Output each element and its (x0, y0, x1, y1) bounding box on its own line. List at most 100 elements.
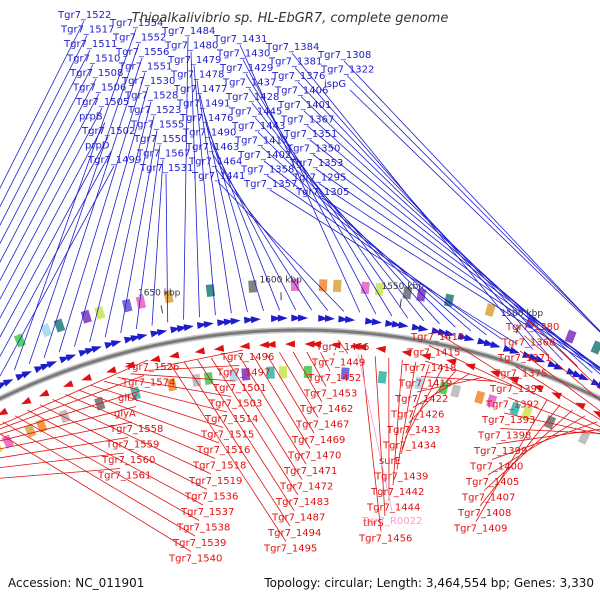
reverse-gene-label: Tgr7_1538 (176, 523, 230, 534)
forward-gene-arrow (444, 329, 455, 337)
forward-gene-label: Tgr7_1381 (268, 57, 322, 68)
reverse-gene-label: glyA (114, 409, 136, 420)
similarity-block (374, 282, 385, 296)
similarity-block (40, 323, 53, 338)
reverse-gene-label: Tgr7_1410 (410, 332, 464, 343)
reverse-gene-label: Tgr7_1470 (287, 451, 341, 462)
similarity-block (486, 394, 498, 408)
reverse-gene-arrow (592, 410, 600, 418)
forward-gene-arrow (578, 373, 589, 381)
reverse-gene-label: surE (379, 456, 401, 467)
reverse-gene-label: Tgr7_1422 (394, 394, 448, 405)
forward-gene-label: Tgr7_1308 (317, 50, 371, 61)
forward-gene-label: Tgr7_1484 (161, 26, 215, 37)
forward-gene-label: Tgr7_1490 (182, 128, 236, 139)
reverse-leader-line (2, 421, 196, 537)
reverse-leader-line (0, 452, 125, 469)
accession-text: Accession: NC_011901 (8, 576, 144, 590)
forward-gene-arrow (65, 354, 77, 362)
reverse-gene-label: Tgr7_1487 (271, 513, 325, 524)
scale-label: 1500 kbp (501, 309, 544, 319)
forward-leader-line (217, 181, 345, 312)
reverse-leader-line (104, 380, 228, 413)
forward-leader-line (193, 65, 216, 316)
rna-leader-line (357, 354, 393, 512)
reverse-gene-arrow (465, 363, 476, 371)
reverse-leader-line (400, 364, 430, 455)
forward-gene-label: Tgr7_1445 (228, 107, 282, 118)
similarity-block (248, 280, 257, 293)
forward-gene-arrow (46, 361, 58, 369)
reverse-gene-label: Tgr7_1409 (453, 524, 507, 535)
forward-leader-line (260, 146, 472, 332)
reverse-gene-label: Tgr7_1483 (275, 497, 329, 508)
forward-gene-arrow (110, 340, 122, 348)
forward-leader-line (14, 28, 137, 371)
reverse-leader-line (0, 468, 121, 479)
reverse-gene-arrow (285, 340, 295, 348)
rna-gene-label: Tgr7_R0022 (361, 516, 422, 527)
backbone-line (0, 328, 600, 401)
forward-gene-label: Tgr7_1511 (63, 39, 117, 50)
reverse-gene-label: Tgr7_1561 (97, 471, 151, 482)
forward-gene-label: Tgr7_1322 (320, 65, 374, 76)
similarity-block (278, 366, 288, 379)
reverse-gene-label: Tgr7_1462 (299, 404, 353, 415)
forward-gene-arrow (490, 341, 501, 348)
reverse-leader-line (483, 409, 573, 491)
forward-leader-line (315, 168, 600, 368)
forward-gene-arrow (345, 315, 356, 323)
forward-gene-label: Tgr7_1550 (133, 134, 187, 145)
forward-gene-arrow (183, 324, 194, 332)
reverse-gene-label: Tgr7_1449 (311, 358, 365, 369)
forward-leader-line (104, 115, 155, 338)
forward-gene-label: Tgr7_1552 (112, 33, 166, 44)
forward-gene-label: Tgr7_1431 (213, 34, 267, 45)
similarity-block (484, 303, 496, 317)
similarity-block (332, 279, 342, 293)
forward-gene-label: Tgr7_1510 (66, 54, 120, 65)
forward-leader-line (43, 57, 143, 358)
similarity-block (0, 440, 4, 455)
reverse-gene-label: Tgr7_1419 (398, 379, 452, 390)
reverse-gene-label: Tgr7_1536 (184, 492, 238, 503)
scale-label: 1650 kbp (138, 289, 181, 299)
forward-gene-arrow (464, 334, 475, 341)
reverse-leader-line (292, 351, 323, 403)
forward-leader-line (263, 160, 487, 336)
reverse-leader-line (503, 412, 600, 435)
reverse-gene-label: Tgr7_1433 (386, 425, 440, 436)
forward-leader-line (58, 72, 146, 353)
forward-gene-arrow (324, 314, 335, 322)
forward-gene-label: Tgr7_1402 (237, 150, 291, 161)
similarity-block (228, 369, 238, 382)
similarity-block (590, 340, 600, 355)
reverse-gene-arrow (194, 347, 205, 355)
reverse-gene-label: Tgr7_1497 (216, 368, 270, 379)
reverse-gene-label: Tgr7_1393 (481, 415, 535, 426)
forward-leader-line (0, 107, 103, 300)
reverse-leader-line (279, 352, 319, 418)
reverse-leader-line (0, 375, 145, 430)
reverse-gene-label: Tgr7_1526 (125, 362, 179, 373)
forward-gene-label: Tgr7_1508 (69, 68, 123, 79)
reverse-leader-line (117, 377, 232, 397)
reverse-gene-label: Tgr7_1444 (366, 503, 420, 514)
forward-gene-label: Tgr7_1479 (167, 55, 221, 66)
forward-leader-line (239, 44, 361, 313)
forward-gene-label: Tgr7_1499 (87, 155, 141, 166)
reverse-gene-label: Tgr7_1439 (374, 472, 428, 483)
reverse-gene-arrow (508, 376, 520, 384)
forward-gene-arrow (318, 314, 329, 322)
reverse-leader-line (0, 359, 149, 426)
reverse-gene-arrow (239, 342, 250, 350)
scale-tick (160, 305, 164, 314)
reverse-gene-arrow (106, 366, 117, 373)
forward-gene-label: Tgr7_1358 (240, 165, 294, 176)
forward-leader-line (346, 75, 600, 332)
similarity-block (13, 333, 26, 348)
reverse-gene-arrow (304, 340, 315, 348)
forward-gene-label: Tgr7_1567 (136, 149, 190, 160)
reverse-gene-label: thrS (363, 518, 384, 529)
reverse-gene-arrow (420, 353, 432, 361)
